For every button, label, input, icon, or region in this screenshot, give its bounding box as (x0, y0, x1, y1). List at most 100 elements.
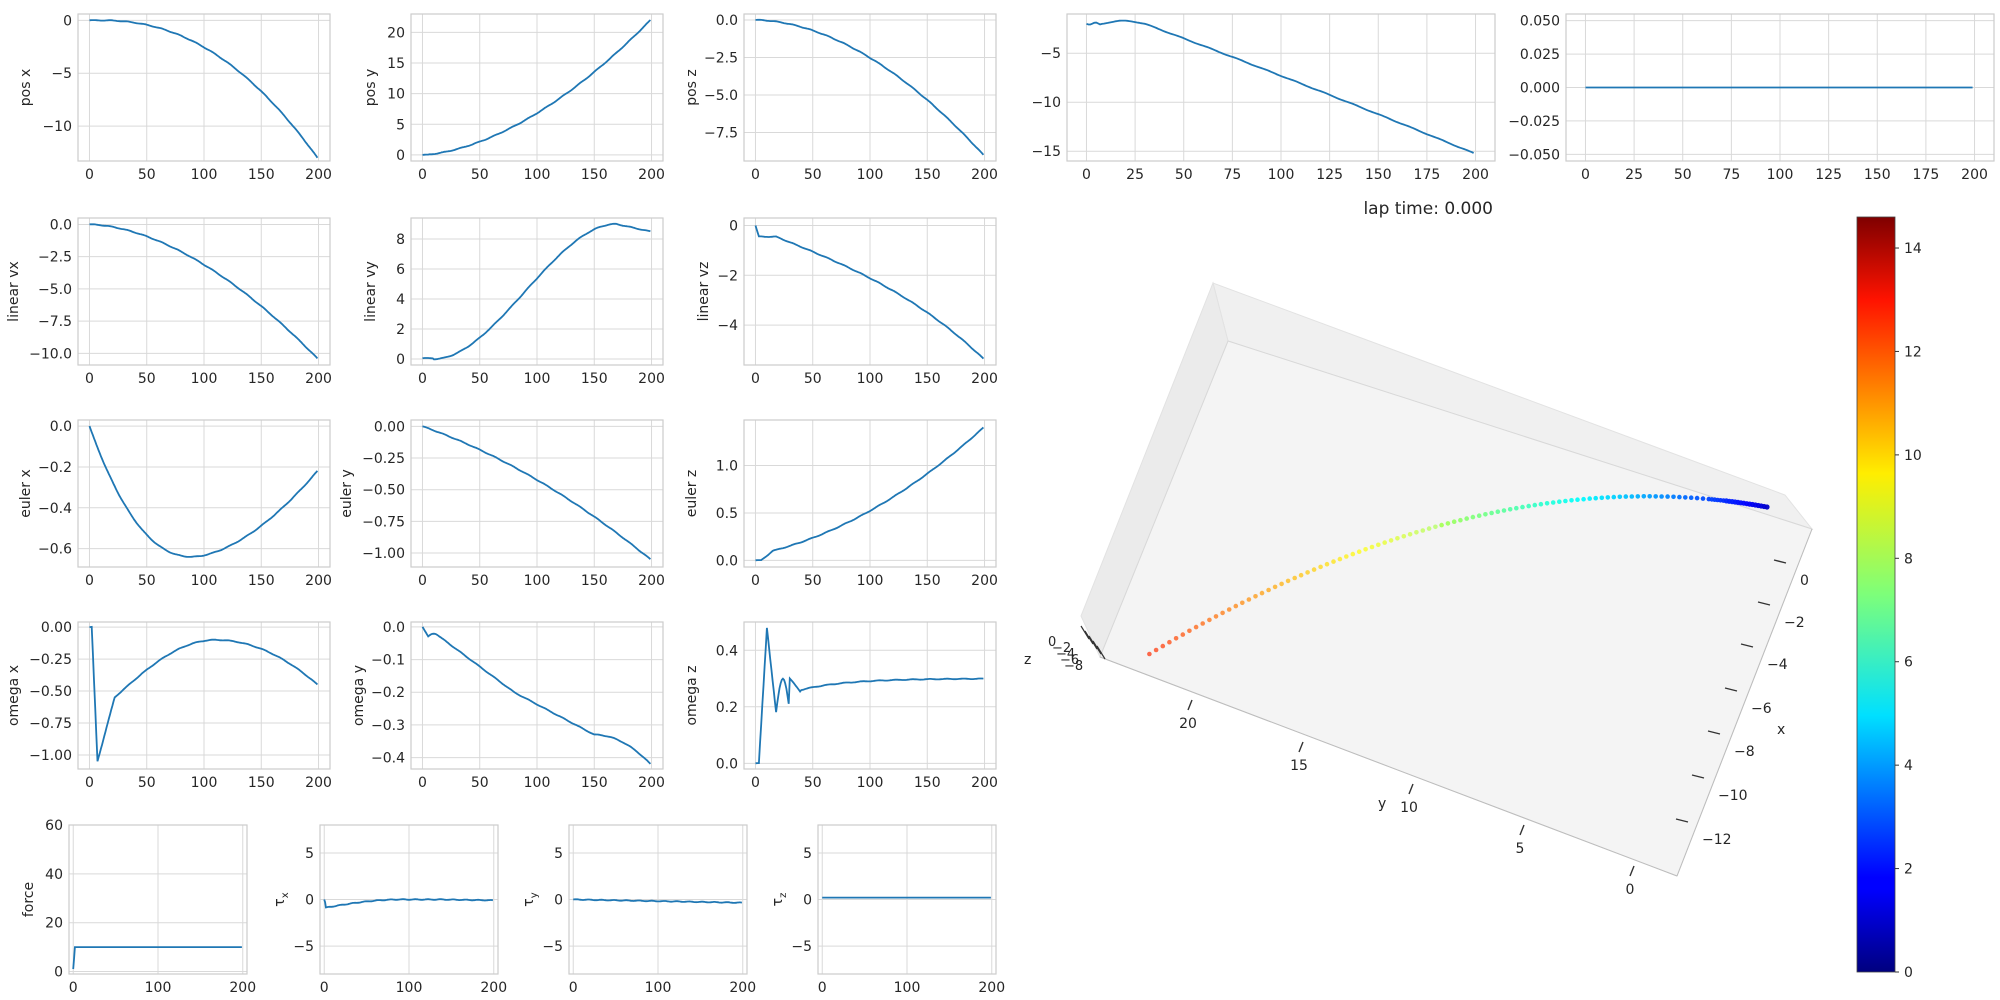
trajectory-point (1363, 547, 1368, 552)
panel-linear-vy: 0 50 100 150 200 0 2 4 6 8 linear vy (363, 217, 665, 387)
x-tick-label: 150 (914, 775, 941, 791)
y-tick-label: −0.025 (1508, 114, 1560, 130)
y-tick-label: 20 (387, 25, 405, 41)
trajectory-point (1382, 540, 1387, 545)
trajectory-point (1694, 495, 1700, 501)
y-tick-label: 0.0 (50, 419, 72, 435)
series-line-pos-y (422, 19, 652, 156)
y-tick-label: −0.25 (29, 652, 72, 668)
panel-omega-z: 0 50 100 150 200 0.0 0.2 0.4 omega z (684, 621, 998, 791)
trajectory-point (1193, 624, 1199, 630)
y-axis-label: force (21, 882, 37, 917)
y-axis-label: pos x (18, 69, 34, 106)
x-tick-label-3d: 0 (1800, 573, 1809, 589)
colorbar-gradient (1856, 216, 1896, 973)
trajectory-point (1318, 564, 1323, 570)
series-line-pos-z (755, 18, 985, 156)
y-tick-label: −7.5 (38, 314, 72, 330)
y-tick-mark (1519, 824, 1525, 836)
plot-frame (817, 824, 997, 975)
x-axis-line (1676, 528, 1813, 877)
y-tick-label: 0 (63, 13, 72, 29)
y-tick-label: −0.75 (362, 514, 405, 530)
trajectory-point (1311, 567, 1317, 572)
trajectory-point (1331, 559, 1336, 564)
colorbar-tick-label: 8 (1904, 551, 1913, 567)
x-tick-label: 100 (1268, 167, 1295, 183)
x-tick-label: 100 (894, 980, 921, 996)
trajectory-point (1587, 496, 1592, 501)
y-tick-label: −5 (542, 939, 563, 955)
trajectory-point (1147, 651, 1152, 657)
y-tick-label: 5 (554, 846, 563, 862)
x-tick-label: 150 (914, 573, 941, 589)
trajectory-point (1683, 495, 1688, 500)
x-tick-label-3d: −4 (1767, 657, 1788, 673)
x-tick-label: 100 (524, 167, 551, 183)
x-tick-label: 100 (524, 371, 551, 387)
y-tick-label: 0 (803, 893, 812, 909)
trajectory-point (1220, 610, 1225, 616)
x-tick-label: 50 (471, 573, 489, 589)
x-tick-label: 100 (191, 371, 218, 387)
series-line-tau-y (573, 898, 743, 904)
trajectory-point (1305, 570, 1310, 575)
y-tick-label: −0.50 (29, 684, 72, 700)
panel-pos-5: 0 25 50 75 100 125 150 175 200 0.050 0.025 0.000 −0.… (1508, 13, 1995, 183)
x-tick-label: 150 (1864, 167, 1891, 183)
x-tick-label: 0 (418, 573, 427, 589)
plot-frame (77, 217, 331, 366)
x-tick-label: 50 (138, 167, 156, 183)
plot-frame (68, 824, 248, 975)
y-tick-label: −5 (51, 66, 72, 82)
y-tick-label-3d: 0 (1626, 882, 1635, 898)
x-tick-label: 200 (305, 573, 332, 589)
y-tick-label: −5.0 (704, 88, 738, 104)
series-line-linear-vz (754, 225, 985, 360)
panel-euler-x: 0 50 100 150 200 0.0 −0.2 −0.4 −0.6 euler x (18, 419, 332, 589)
y-tick-label: −0.75 (29, 716, 72, 732)
panel-omega-x: 0 50 100 150 200 0.00 −0.25 −0.50 −0.75 −1.00 omeg… (6, 620, 332, 791)
y-tick-label: 2 (396, 322, 405, 338)
trajectory-point (1160, 643, 1166, 649)
x-tick-label: 150 (581, 371, 608, 387)
y-axis-label: omega y (351, 665, 367, 726)
z-axis-label-3d: z (1024, 652, 1031, 668)
trajectory-point (1581, 496, 1586, 502)
x-tick-label: 0 (751, 573, 760, 589)
trajectory-point (1623, 494, 1629, 499)
y-tick-mark (1187, 699, 1193, 711)
y-tick-label: −2.5 (38, 250, 72, 266)
trajectory-point (1653, 494, 1658, 499)
y-tick-label: 6 (396, 262, 405, 278)
trajectory-point (1629, 494, 1635, 499)
x-tick-label: 200 (1462, 167, 1489, 183)
y-tick-mark (1408, 783, 1414, 795)
trajectory-point (1569, 498, 1574, 503)
series-line-linear-vy (422, 222, 651, 361)
x-tick-label: 100 (191, 573, 218, 589)
plot-frame (319, 824, 499, 975)
trajectory-point (1476, 513, 1482, 518)
x-tick-label: 200 (638, 371, 665, 387)
y-tick-label: 5 (305, 846, 314, 862)
y-axis-line (1099, 656, 1678, 877)
y-tick-label: 8 (396, 232, 405, 248)
trajectory-point (1167, 639, 1172, 645)
y-tick-label: 40 (45, 867, 63, 883)
panel-euler-y: 0 50 100 150 200 0.00 −0.25 −0.50 −0.75 −1.00 eule… (339, 419, 665, 589)
x-tick-label: 75 (1722, 167, 1740, 183)
x-tick-label: 50 (804, 775, 822, 791)
x-tick-mark (1740, 643, 1754, 648)
x-tick-label: 200 (638, 167, 665, 183)
series-line-euler-z (755, 426, 985, 562)
trajectory-point (1426, 526, 1432, 531)
trajectory-point (1641, 494, 1647, 499)
trajectory-point (1180, 632, 1186, 637)
x-tick-label: 25 (1126, 167, 1144, 183)
trajectory-point (1659, 494, 1664, 499)
x-tick-label: 0 (85, 775, 94, 791)
trajectory-point (1470, 514, 1476, 520)
